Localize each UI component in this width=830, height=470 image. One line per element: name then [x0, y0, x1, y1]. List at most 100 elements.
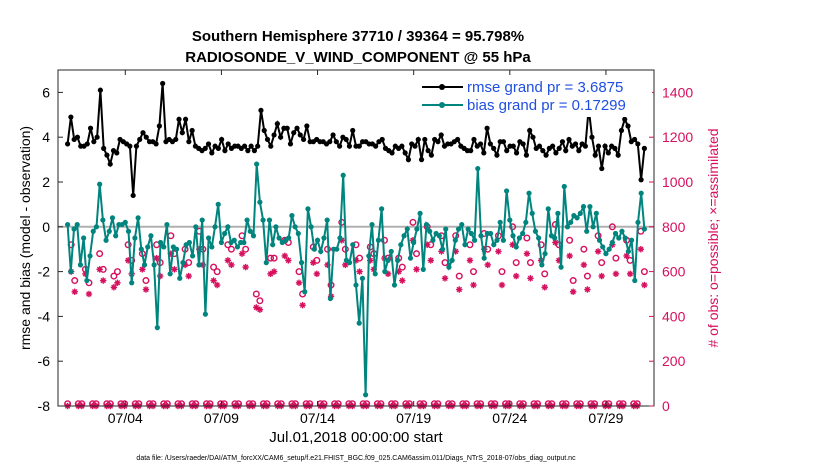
rmse-point — [625, 123, 631, 129]
bias-point — [577, 210, 583, 216]
rmse-point — [264, 136, 271, 143]
rmse-point — [635, 141, 641, 147]
x-tick-label: 07/29 — [588, 410, 623, 426]
bias-point — [452, 237, 458, 243]
assimilated-obs-stroke — [339, 237, 345, 243]
assimilated-obs-marker — [399, 277, 406, 284]
legend-bias-marker — [439, 102, 445, 108]
assimilated-obs-stroke — [114, 280, 121, 286]
rmse-point — [176, 116, 182, 122]
bias-point — [244, 217, 250, 223]
bias-point — [298, 260, 305, 266]
assimilated-obs-stroke — [456, 286, 462, 293]
rmse-point — [523, 152, 530, 158]
assimilated-obs-stroke — [282, 253, 288, 259]
assimilated-obs-stroke — [499, 282, 505, 288]
rmse-point — [248, 143, 254, 149]
bias-point — [189, 253, 196, 259]
bias-point — [529, 210, 535, 216]
possible-obs-marker — [242, 245, 250, 253]
rmse-point — [87, 125, 94, 131]
bias-point — [398, 242, 404, 248]
assimilated-obs-marker — [456, 286, 463, 293]
bias-point — [363, 392, 369, 398]
bias-point — [500, 237, 506, 243]
assimilated-obs-stroke — [595, 248, 601, 255]
bias-point — [350, 242, 356, 248]
rmse-point — [343, 136, 349, 143]
rmse-point — [274, 121, 280, 127]
assimilated-obs-marker — [580, 261, 588, 269]
possible-obs-marker — [455, 272, 463, 280]
assimilated-obs-stroke — [638, 246, 644, 252]
possible-obs-marker — [566, 236, 574, 244]
assimilated-obs-marker — [114, 279, 121, 286]
bias-point — [324, 217, 330, 223]
rmse-point — [189, 127, 195, 134]
rmse-point — [402, 150, 408, 156]
rmse-point — [209, 150, 215, 156]
rmse-point — [415, 136, 421, 143]
bias-point — [308, 224, 314, 230]
y-right-tick-label: 0 — [662, 398, 670, 414]
bias-point — [145, 244, 151, 250]
bias-point — [603, 251, 609, 257]
bias-point — [234, 244, 241, 250]
rmse-point — [438, 132, 444, 138]
rmse-point — [68, 114, 74, 120]
bias-point — [494, 237, 500, 243]
assimilated-obs-stroke — [299, 302, 306, 308]
rmse-point — [94, 134, 100, 140]
assimilated-obs-stroke — [395, 268, 402, 275]
bias-point — [292, 224, 298, 230]
bias-point — [369, 221, 375, 228]
assimilated-obs-marker — [594, 248, 602, 255]
rmse-point — [618, 127, 625, 134]
possible-obs-marker — [113, 268, 121, 276]
rmse-point — [373, 143, 379, 149]
rmse-point — [520, 141, 526, 147]
possible-obs-marker — [640, 268, 648, 276]
rmse-point — [379, 136, 385, 143]
assimilated-obs-stroke — [253, 304, 260, 311]
bias-point — [430, 237, 436, 243]
bias-point — [612, 230, 619, 237]
bias-point — [353, 282, 359, 288]
assimilated-obs-marker — [484, 261, 491, 269]
possible-obs-marker — [580, 245, 588, 253]
rmse-point — [576, 148, 582, 154]
bias-point — [186, 239, 192, 246]
assimilated-obs-marker — [566, 252, 573, 260]
tick-layer: -8 -6 -4 -2 0 2 4 6 0 200 400 600 800 1000 1200 1400 07/… — [38, 70, 693, 426]
possible-obs-marker — [227, 245, 235, 253]
assimilated-obs-stroke — [552, 239, 559, 246]
bias-point — [455, 226, 462, 232]
x-tick-label: 07/14 — [300, 410, 335, 426]
bias-point — [138, 246, 144, 252]
rmse-point — [530, 134, 536, 140]
bias-point — [532, 228, 539, 234]
assimilated-obs-marker — [541, 284, 548, 291]
plot-frame — [57, 69, 655, 407]
data-file-footer: data file: /Users/raeder/DAI/ATM_forcXX/… — [136, 455, 576, 462]
bias-point — [372, 271, 378, 277]
rmse-point — [556, 145, 562, 151]
bias-point — [622, 235, 628, 241]
bias-point — [209, 244, 215, 250]
bias-point — [346, 260, 353, 266]
bias-point — [555, 210, 561, 216]
assimilated-obs-stroke — [285, 257, 292, 264]
rmse-point — [258, 107, 264, 113]
possible-obs-marker — [469, 268, 477, 276]
rmse-point — [173, 136, 179, 143]
rmse-point — [356, 143, 362, 149]
bias-point — [580, 204, 587, 210]
rmse-point — [261, 127, 267, 134]
assimilated-obs-stroke — [467, 257, 473, 264]
rmse-point — [631, 136, 638, 143]
bias-point — [507, 217, 513, 223]
bias-point — [497, 219, 503, 225]
rmse-point — [435, 139, 441, 145]
assimilated-obs-stroke — [527, 275, 534, 282]
rmse-point — [454, 136, 461, 143]
